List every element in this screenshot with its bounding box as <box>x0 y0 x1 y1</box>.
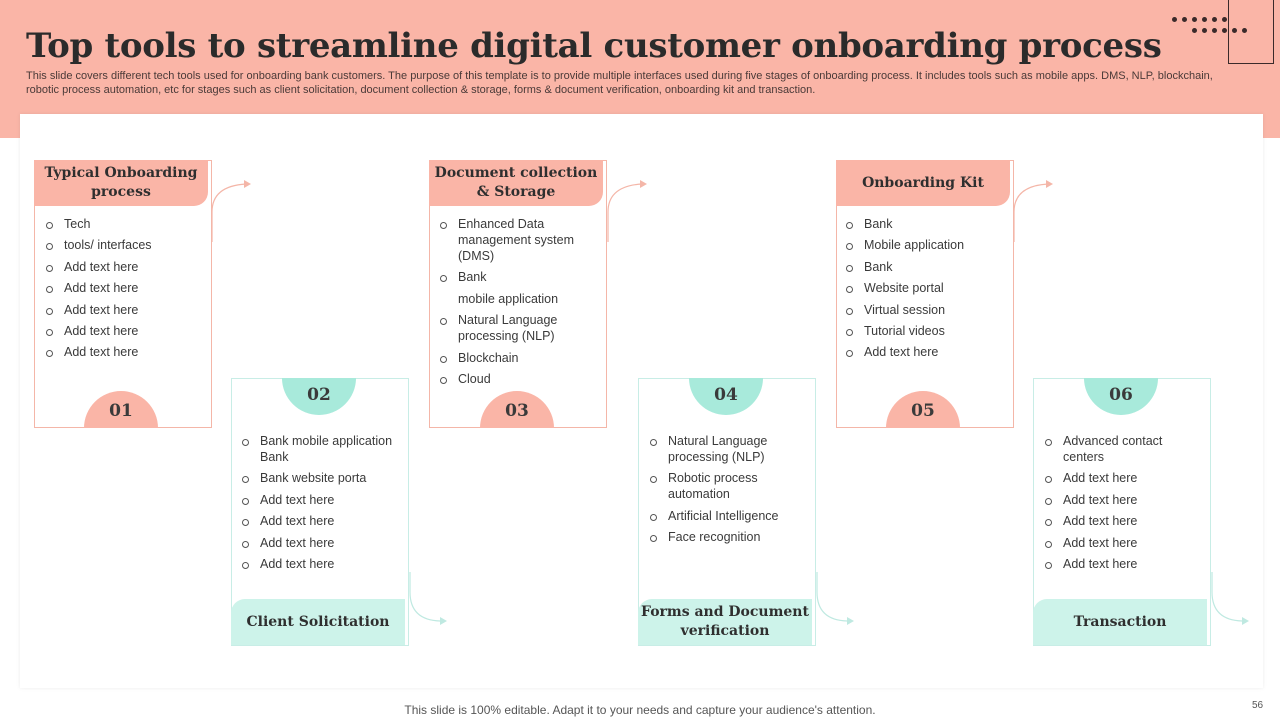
list-item: Bank <box>844 259 1009 275</box>
slide-title: Top tools to streamline digital customer… <box>26 26 1162 66</box>
list-item: Bank <box>438 269 603 285</box>
stage-tools-list-02: Bank mobile application Bank Bank websit… <box>240 433 400 577</box>
decorative-corner-box <box>1228 0 1274 64</box>
flow-arrow-down-icon <box>1211 572 1249 625</box>
flow-arrow-down-icon <box>409 572 447 625</box>
list-item: Add text here <box>1043 535 1203 551</box>
flow-arrow-up-icon <box>1013 180 1053 242</box>
list-item: Add text here <box>44 259 204 275</box>
stage-label-03: Document collection & Storage <box>429 160 603 206</box>
stage-tools-list-03: Enhanced Data management system (DMS) Ba… <box>438 216 603 392</box>
stage-label-06: Transaction <box>1033 599 1207 645</box>
flow-arrow-up-icon <box>607 180 647 242</box>
stage-label-01: Typical Onboarding process <box>34 160 208 206</box>
list-item: mobile application <box>458 291 559 306</box>
list-item: Face recognition <box>648 529 808 545</box>
stage-label-04: Forms and Document verification <box>638 599 812 645</box>
list-item: Add text here <box>240 492 400 508</box>
list-item: Artificial Intelligence <box>648 508 808 524</box>
list-item: Add text here <box>1043 492 1203 508</box>
list-item: Natural Language processing (NLP) <box>438 312 603 344</box>
page-number: 56 <box>1252 700 1264 711</box>
list-item: Natural Language processing (NLP) <box>648 433 808 465</box>
flow-arrow-up-icon <box>211 180 251 242</box>
slide-footer: This slide is 100% editable. Adapt it to… <box>404 703 876 717</box>
list-item: Bank <box>844 216 1009 232</box>
stage-tools-list-05: Bank Mobile application Bank Website por… <box>844 216 1009 366</box>
list-item: Mobile application <box>844 237 1009 253</box>
list-item: Blockchain <box>438 350 603 366</box>
list-item: Virtual session <box>844 302 1009 318</box>
list-item: Add text here <box>44 344 204 360</box>
list-item: Add text here <box>1043 556 1203 572</box>
stage-label-05: Onboarding Kit <box>836 160 1010 206</box>
list-item: Add text here <box>44 280 204 296</box>
list-item: Add text here <box>240 556 400 572</box>
flow-arrow-down-icon <box>816 572 854 625</box>
list-item: Cloud <box>438 371 603 387</box>
list-item: Bank mobile application Bank <box>240 433 400 465</box>
list-item: Add text here <box>240 535 400 551</box>
list-item: Tech <box>44 216 204 232</box>
list-item: Add text here <box>44 323 204 339</box>
list-item: Advanced contact centers <box>1043 433 1203 465</box>
list-item: Add text here <box>1043 470 1203 486</box>
list-item: Bank website porta <box>240 470 400 486</box>
list-item: Tutorial videos <box>844 323 1009 339</box>
list-item: tools/ interfaces <box>44 237 204 253</box>
stage-tools-list-04: Natural Language processing (NLP) Roboti… <box>648 433 808 551</box>
list-item: Website portal <box>844 280 1009 296</box>
list-item: Enhanced Data management system (DMS) <box>438 216 603 264</box>
list-item: Add text here <box>1043 513 1203 529</box>
slide-subtitle: This slide covers different tech tools u… <box>26 70 1213 96</box>
stage-label-02: Client Solicitation <box>231 599 405 645</box>
list-item: Add text here <box>44 302 204 318</box>
list-item: Add text here <box>844 344 1009 360</box>
list-item: Robotic process automation <box>648 470 808 502</box>
decorative-dots-icon <box>1170 15 1250 37</box>
list-item: Add text here <box>240 513 400 529</box>
stage-tools-list-01: Tech tools/ interfaces Add text here Add… <box>44 216 204 366</box>
stage-tools-list-06: Advanced contact centers Add text here A… <box>1043 433 1203 577</box>
